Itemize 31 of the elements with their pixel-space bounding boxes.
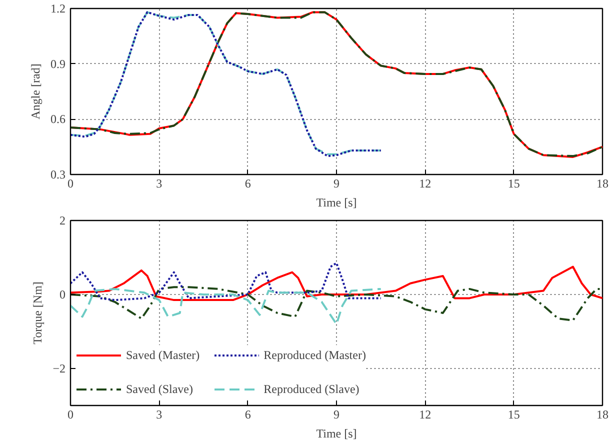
y-tick-label: −2 xyxy=(52,362,66,376)
y-tick-label: 0.6 xyxy=(50,112,66,126)
y-tick-label: 0.9 xyxy=(50,56,66,71)
y-axis-title: Torque [Nm] xyxy=(30,282,45,344)
line-series xyxy=(70,266,602,302)
line-series xyxy=(70,262,382,302)
legend-label: Reproduced (Master) xyxy=(264,348,366,362)
x-axis-title: Time [s] xyxy=(316,426,357,440)
y-tick-label: 0 xyxy=(60,288,66,302)
line-series xyxy=(70,288,382,326)
x-tick-label: 3 xyxy=(156,408,162,422)
x-tick-label: 15 xyxy=(508,176,520,190)
y-tick-label: 0.3 xyxy=(50,168,66,182)
x-tick-label: 18 xyxy=(596,176,608,190)
legend-label: Reproduced (Slave) xyxy=(264,382,360,396)
x-tick-label: 12 xyxy=(419,408,432,422)
legend-label: Saved (Master) xyxy=(126,348,200,362)
x-tick-label: 15 xyxy=(508,408,520,422)
x-tick-label: 6 xyxy=(244,408,251,422)
y-tick-label: 2 xyxy=(60,214,66,228)
x-tick-label: 9 xyxy=(334,408,340,422)
x-tick-label: 9 xyxy=(334,176,340,190)
y-axis-title: Angle [rad] xyxy=(28,64,42,120)
line-series xyxy=(70,286,602,322)
x-tick-label: 6 xyxy=(244,176,251,190)
x-axis-title: Time [s] xyxy=(316,196,357,210)
x-tick-label: 12 xyxy=(419,176,432,190)
x-tick-label: 3 xyxy=(156,176,162,190)
y-tick-label: 1.2 xyxy=(50,2,66,16)
x-tick-label: 18 xyxy=(596,408,608,422)
legend-label: Saved (Slave) xyxy=(126,382,193,396)
